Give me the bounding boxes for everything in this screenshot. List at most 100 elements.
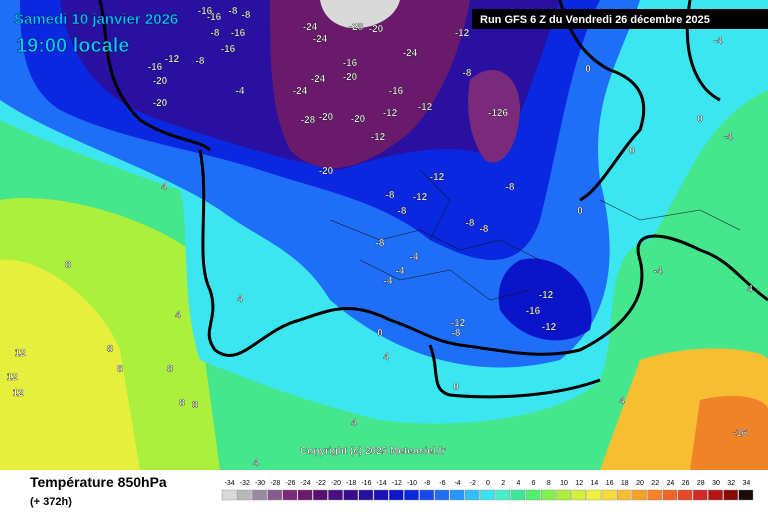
scale-swatch: [328, 489, 343, 501]
isotherm-label: -16: [221, 44, 236, 55]
scale-tick-label: 28: [697, 480, 705, 487]
isotherm-label: -16: [733, 428, 748, 439]
scale-tick-label: 12: [575, 480, 583, 487]
scale-tick-label: -8: [424, 480, 430, 487]
isotherm-label: -12: [542, 322, 557, 333]
isotherm-label: -20: [319, 112, 334, 123]
isotherm-label: 12: [14, 348, 26, 359]
isotherm-label: 0: [377, 328, 383, 339]
scale-tick-label: 8: [547, 480, 551, 487]
isotherm-label: -4: [714, 36, 723, 47]
scale-swatch: [419, 489, 435, 501]
isotherm-label: -8: [506, 182, 515, 193]
isotherm-label: -8: [242, 10, 251, 21]
scale-tick-label: -20: [331, 480, 341, 487]
scale-swatch: [297, 489, 313, 501]
isotherm-label: 8: [117, 364, 123, 375]
scale-swatch: [373, 489, 389, 501]
scale-tick-label: -24: [301, 480, 311, 487]
scale-tick-label: -2: [470, 480, 476, 487]
scale-tick-label: 24: [667, 480, 675, 487]
scale-tick-label: 6: [532, 480, 536, 487]
isotherm-label: -16: [526, 306, 541, 317]
scale-swatch: [343, 489, 359, 501]
isotherm-label: -12: [430, 172, 445, 183]
scale-tick-label: 34: [743, 480, 751, 487]
field-hot-east: [690, 395, 768, 470]
isotherm-label: -24: [311, 74, 326, 85]
field-cold-pocket: [468, 70, 520, 163]
scale-swatch: [617, 489, 632, 501]
isotherm-label: -20: [343, 72, 358, 83]
color-scale: -34 -32 -30 -28 -26 -24 -22 -20 -18 -16 -14 -12 -10-…: [221, 480, 754, 501]
isotherm-label: -8: [376, 238, 385, 249]
scale-tick-label: 22: [651, 480, 659, 487]
isotherm-label: -20: [153, 76, 168, 87]
isotherm-label: -12: [413, 192, 428, 203]
field-warmer: [0, 259, 140, 470]
borders: [329, 169, 741, 301]
isotherm-label: -4: [384, 276, 393, 287]
isotherm-label: 4: [253, 458, 259, 469]
scale-swatch: [632, 489, 647, 501]
scale-swatch: [252, 489, 267, 501]
scale-swatch: [282, 489, 298, 501]
isotherm-label: -8: [466, 218, 475, 229]
isotherm-label: -24: [403, 48, 418, 59]
scale-tick-label: -6: [439, 480, 445, 487]
scale-swatch: [313, 489, 328, 501]
isotherm-label: -16: [148, 62, 163, 73]
scale-swatch: [738, 489, 754, 501]
scale-swatch: [389, 489, 404, 501]
scale-swatch: [708, 489, 723, 501]
scale-swatch: [662, 489, 678, 501]
isotherm-label: -12: [418, 102, 433, 113]
scale-swatch: [586, 489, 602, 501]
isotherm-label: 4: [351, 418, 357, 429]
isotherm-labels: -16 -8-16 -8-16-8-16-20-16-12 -8-20-4-24-24…: [6, 6, 753, 469]
isotherm-label: -16: [389, 86, 404, 97]
scale-tick-label: -10: [407, 480, 417, 487]
isotherm-label: 4: [161, 182, 167, 193]
scale-tick-label: -4: [454, 480, 460, 487]
scale-swatch: [236, 489, 252, 501]
isotherm-label: 0: [629, 146, 635, 157]
isotherm-label: 8: [192, 400, 198, 411]
scale-swatch: [525, 489, 541, 501]
isotherm-label: -4: [236, 86, 245, 97]
scale-tick-label: -18: [346, 480, 356, 487]
footer-title: Température 850hPa: [30, 474, 167, 490]
scale-swatch: [693, 489, 708, 501]
scale-tick-label: 10: [560, 480, 568, 487]
scale-swatch: [556, 489, 571, 501]
run-banner: [472, 9, 768, 29]
isotherm-label: -8: [480, 224, 489, 235]
isotherm-label: 0: [585, 64, 591, 75]
scale-tick-label: 18: [621, 480, 629, 487]
isotherm-label: -4: [396, 266, 405, 277]
isotherm-label: -16: [343, 58, 358, 69]
isotherm-label: -8: [452, 328, 461, 339]
isotherm-label: 0: [697, 114, 703, 125]
scale-swatch: [647, 489, 662, 501]
isotherm-label: -24: [303, 22, 318, 33]
isotherm-label: -24: [313, 34, 328, 45]
scale-swatch: [571, 489, 586, 501]
isotherm-label: -20: [351, 114, 366, 125]
isotherm-label: 4: [747, 284, 753, 295]
field-extreme-cold: [270, 0, 470, 169]
scale-tick-label: -16: [361, 480, 371, 487]
isotherm-label: -126: [488, 108, 508, 119]
isotherm-label: -20: [153, 98, 168, 109]
map-field: -16 -8-16 -8-16-8-16-20-16-12 -8-20-4-24-24…: [0, 0, 768, 470]
scale-tick-label: -30: [255, 480, 265, 487]
footer-lead: (+ 372h): [30, 496, 72, 508]
isotherm-label: 8: [107, 344, 113, 355]
isotherm-label: 4: [619, 396, 625, 407]
scale-swatch: [510, 489, 526, 501]
scale-swatch: [434, 489, 450, 501]
scale-swatch: [495, 489, 511, 501]
scale-tick-label: -26: [285, 480, 295, 487]
isotherm-label: -12: [539, 290, 554, 301]
isotherm-label: -16: [207, 12, 222, 23]
